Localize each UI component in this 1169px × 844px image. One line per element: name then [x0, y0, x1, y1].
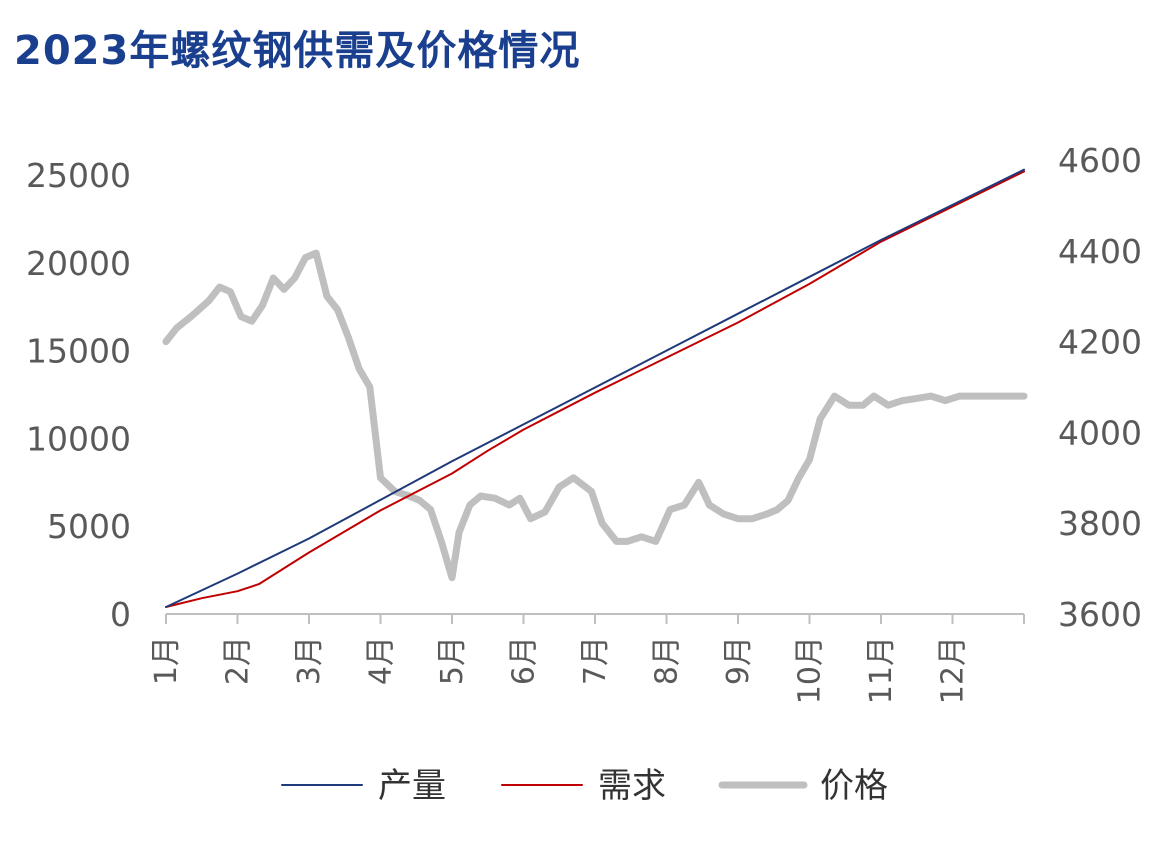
legend: 产量 需求 价格 — [281, 766, 888, 806]
axes-layer — [165, 613, 1025, 624]
left-y-tick-label: 15000 — [26, 332, 131, 371]
chart-title: 2023年螺纹钢供需及价格情况 — [14, 28, 581, 74]
demand-line — [165, 170, 1025, 608]
left-y-tick-label: 10000 — [26, 419, 131, 458]
x-tick-label: 7月 — [578, 636, 613, 685]
ticks-layer: 1月 2月 3月 4月 5月 6月 7月 8月 9月 10月 11月 12月 0 5000 10000 150… — [26, 141, 1142, 704]
right-y-tick-label: 3800 — [1058, 504, 1142, 543]
x-tick-label: 1月 — [149, 636, 184, 685]
x-tick-label: 9月 — [721, 636, 756, 685]
legend-demand-label: 需求 — [598, 766, 666, 806]
legend-price-label: 价格 — [820, 766, 888, 806]
x-tick-label: 5月 — [435, 636, 470, 685]
production-line — [165, 168, 1025, 608]
x-tick-label: 12月 — [936, 636, 971, 704]
left-y-tick-label: 20000 — [26, 244, 131, 283]
x-tick-label: 10月 — [793, 636, 828, 704]
right-y-tick-label: 3600 — [1058, 595, 1142, 634]
x-tick-label: 11月 — [864, 636, 899, 704]
right-y-tick-label: 4400 — [1058, 232, 1142, 271]
x-tick-label: 2月 — [221, 636, 256, 685]
price-line — [162, 249, 1028, 582]
left-y-tick-label: 0 — [110, 595, 131, 634]
right-y-tick-label: 4200 — [1058, 323, 1142, 362]
legend-production-label: 产量 — [378, 766, 446, 806]
x-tick-label: 3月 — [292, 636, 327, 685]
left-y-tick-label: 25000 — [26, 156, 131, 195]
right-y-tick-label: 4000 — [1058, 413, 1142, 452]
series-layer — [162, 168, 1028, 608]
left-y-tick-label: 5000 — [47, 507, 131, 546]
x-tick-label: 4月 — [364, 636, 399, 685]
x-tick-label: 8月 — [650, 636, 685, 685]
x-tick-label: 6月 — [507, 636, 542, 685]
right-y-tick-label: 4600 — [1058, 141, 1142, 180]
